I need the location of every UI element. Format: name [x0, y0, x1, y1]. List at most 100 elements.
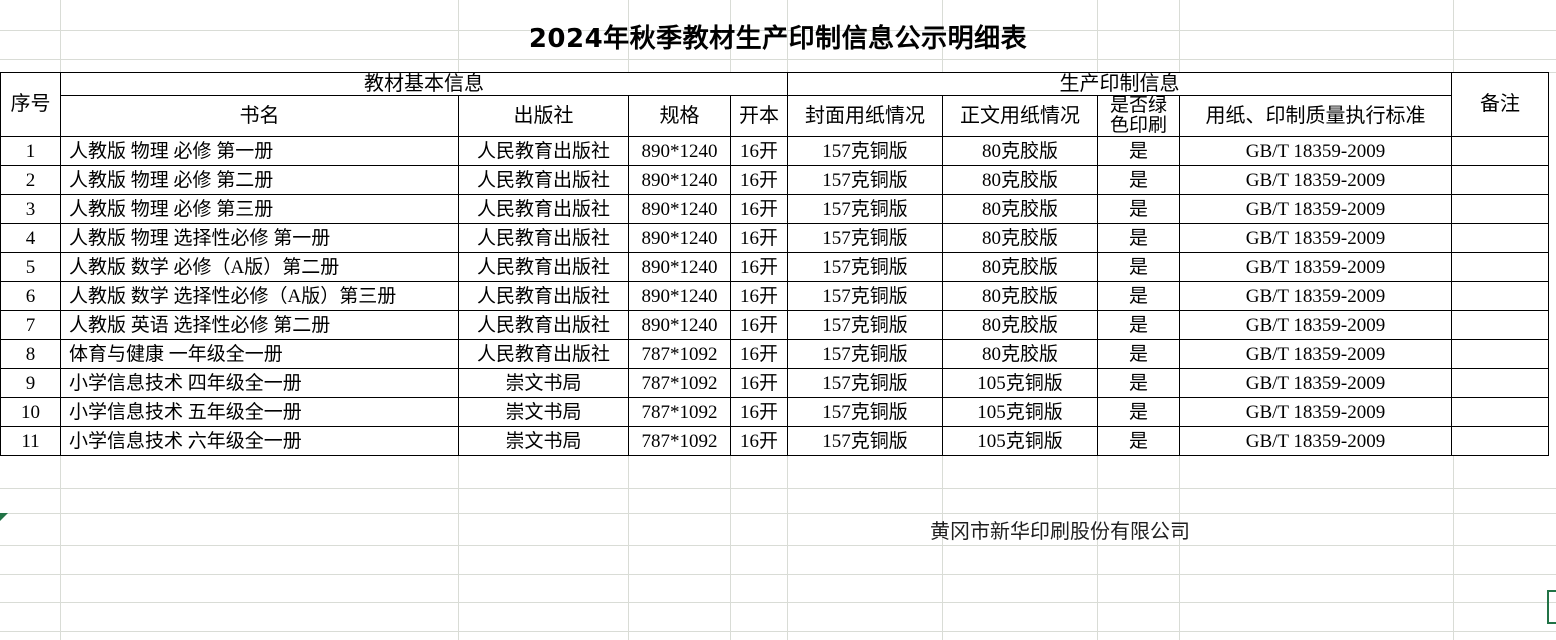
cell-text-paper[interactable]: 80克胶版 [942, 281, 1098, 312]
cell-spec[interactable]: 890*1240 [628, 252, 731, 283]
cell-spec[interactable]: 787*1092 [628, 339, 731, 370]
cell-green-print[interactable]: 是 [1097, 310, 1180, 341]
cell-cover-paper[interactable]: 157克铜版 [787, 339, 943, 370]
cell-spec[interactable]: 787*1092 [628, 426, 731, 457]
cell-text-paper[interactable]: 80克胶版 [942, 136, 1098, 167]
cell-publisher[interactable]: 崇文书局 [458, 397, 629, 428]
cell-remark[interactable] [1451, 223, 1549, 254]
cell-cover-paper[interactable]: 157克铜版 [787, 252, 943, 283]
cell-remark[interactable] [1451, 368, 1549, 399]
cell-cover-paper[interactable]: 157克铜版 [787, 136, 943, 167]
cell-quality-standard[interactable]: GB/T 18359-2009 [1179, 252, 1452, 283]
cell-index[interactable]: 1 [0, 136, 61, 167]
cell-publisher[interactable]: 人民教育出版社 [458, 252, 629, 283]
cell-text-paper[interactable]: 80克胶版 [942, 252, 1098, 283]
cell-text-paper[interactable]: 105克铜版 [942, 368, 1098, 399]
cell-format[interactable]: 16开 [730, 223, 788, 254]
cell-index[interactable]: 11 [0, 426, 61, 457]
cell-text-paper[interactable]: 80克胶版 [942, 194, 1098, 225]
cell-cover-paper[interactable]: 157克铜版 [787, 310, 943, 341]
cell-green-print[interactable]: 是 [1097, 368, 1180, 399]
cell-publisher[interactable]: 人民教育出版社 [458, 339, 629, 370]
cell-index[interactable]: 8 [0, 339, 61, 370]
cell-remark[interactable] [1451, 252, 1549, 283]
cell-format[interactable]: 16开 [730, 426, 788, 457]
cell-remark[interactable] [1451, 339, 1549, 370]
cell-remark[interactable] [1451, 281, 1549, 312]
cell-book-name[interactable]: 小学信息技术 六年级全一册 [60, 426, 459, 457]
cell-book-name[interactable]: 小学信息技术 四年级全一册 [60, 368, 459, 399]
cell-spec[interactable]: 787*1092 [628, 397, 731, 428]
cell-publisher[interactable]: 人民教育出版社 [458, 136, 629, 167]
cell-format[interactable]: 16开 [730, 310, 788, 341]
cell-publisher[interactable]: 人民教育出版社 [458, 165, 629, 196]
cell-book-name[interactable]: 人教版 物理 必修 第一册 [60, 136, 459, 167]
cell-index[interactable]: 6 [0, 281, 61, 312]
cell-index[interactable]: 5 [0, 252, 61, 283]
cell-green-print[interactable]: 是 [1097, 426, 1180, 457]
cell-quality-standard[interactable]: GB/T 18359-2009 [1179, 397, 1452, 428]
cell-quality-standard[interactable]: GB/T 18359-2009 [1179, 281, 1452, 312]
cell-book-name[interactable]: 人教版 物理 必修 第三册 [60, 194, 459, 225]
cell-book-name[interactable]: 人教版 数学 选择性必修（A版）第三册 [60, 281, 459, 312]
active-cell-selection[interactable] [1547, 590, 1556, 624]
cell-remark[interactable] [1451, 426, 1549, 457]
cell-index[interactable]: 2 [0, 165, 61, 196]
cell-text-paper[interactable]: 105克铜版 [942, 397, 1098, 428]
cell-spec[interactable]: 890*1240 [628, 136, 731, 167]
cell-cover-paper[interactable]: 157克铜版 [787, 223, 943, 254]
cell-index[interactable]: 7 [0, 310, 61, 341]
cell-cover-paper[interactable]: 157克铜版 [787, 281, 943, 312]
cell-cover-paper[interactable]: 157克铜版 [787, 426, 943, 457]
cell-green-print[interactable]: 是 [1097, 397, 1180, 428]
cell-spec[interactable]: 890*1240 [628, 194, 731, 225]
cell-quality-standard[interactable]: GB/T 18359-2009 [1179, 310, 1452, 341]
cell-book-name[interactable]: 人教版 数学 必修（A版）第二册 [60, 252, 459, 283]
cell-spec[interactable]: 890*1240 [628, 310, 731, 341]
cell-publisher[interactable]: 人民教育出版社 [458, 223, 629, 254]
cell-text-paper[interactable]: 80克胶版 [942, 310, 1098, 341]
cell-quality-standard[interactable]: GB/T 18359-2009 [1179, 339, 1452, 370]
cell-quality-standard[interactable]: GB/T 18359-2009 [1179, 165, 1452, 196]
cell-publisher[interactable]: 人民教育出版社 [458, 281, 629, 312]
cell-index[interactable]: 4 [0, 223, 61, 254]
cell-format[interactable]: 16开 [730, 368, 788, 399]
cell-green-print[interactable]: 是 [1097, 339, 1180, 370]
cell-quality-standard[interactable]: GB/T 18359-2009 [1179, 426, 1452, 457]
cell-remark[interactable] [1451, 194, 1549, 225]
cell-format[interactable]: 16开 [730, 281, 788, 312]
cell-green-print[interactable]: 是 [1097, 194, 1180, 225]
cell-cover-paper[interactable]: 157克铜版 [787, 368, 943, 399]
cell-quality-standard[interactable]: GB/T 18359-2009 [1179, 136, 1452, 167]
cell-text-paper[interactable]: 80克胶版 [942, 223, 1098, 254]
cell-publisher[interactable]: 崇文书局 [458, 426, 629, 457]
cell-cover-paper[interactable]: 157克铜版 [787, 194, 943, 225]
cell-cover-paper[interactable]: 157克铜版 [787, 397, 943, 428]
cell-text-paper[interactable]: 105克铜版 [942, 426, 1098, 457]
cell-spec[interactable]: 890*1240 [628, 281, 731, 312]
cell-format[interactable]: 16开 [730, 397, 788, 428]
cell-format[interactable]: 16开 [730, 252, 788, 283]
cell-book-name[interactable]: 人教版 物理 必修 第二册 [60, 165, 459, 196]
cell-format[interactable]: 16开 [730, 194, 788, 225]
cell-book-name[interactable]: 人教版 英语 选择性必修 第二册 [60, 310, 459, 341]
cell-publisher[interactable]: 崇文书局 [458, 368, 629, 399]
cell-book-name[interactable]: 体育与健康 一年级全一册 [60, 339, 459, 370]
cell-quality-standard[interactable]: GB/T 18359-2009 [1179, 368, 1452, 399]
cell-remark[interactable] [1451, 397, 1549, 428]
cell-index[interactable]: 9 [0, 368, 61, 399]
cell-book-name[interactable]: 小学信息技术 五年级全一册 [60, 397, 459, 428]
cell-format[interactable]: 16开 [730, 136, 788, 167]
cell-quality-standard[interactable]: GB/T 18359-2009 [1179, 223, 1452, 254]
cell-format[interactable]: 16开 [730, 339, 788, 370]
cell-book-name[interactable]: 人教版 物理 选择性必修 第一册 [60, 223, 459, 254]
cell-remark[interactable] [1451, 136, 1549, 167]
cell-green-print[interactable]: 是 [1097, 252, 1180, 283]
cell-green-print[interactable]: 是 [1097, 136, 1180, 167]
cell-index[interactable]: 3 [0, 194, 61, 225]
cell-index[interactable]: 10 [0, 397, 61, 428]
cell-remark[interactable] [1451, 165, 1549, 196]
cell-spec[interactable]: 890*1240 [628, 223, 731, 254]
cell-green-print[interactable]: 是 [1097, 223, 1180, 254]
cell-quality-standard[interactable]: GB/T 18359-2009 [1179, 194, 1452, 225]
